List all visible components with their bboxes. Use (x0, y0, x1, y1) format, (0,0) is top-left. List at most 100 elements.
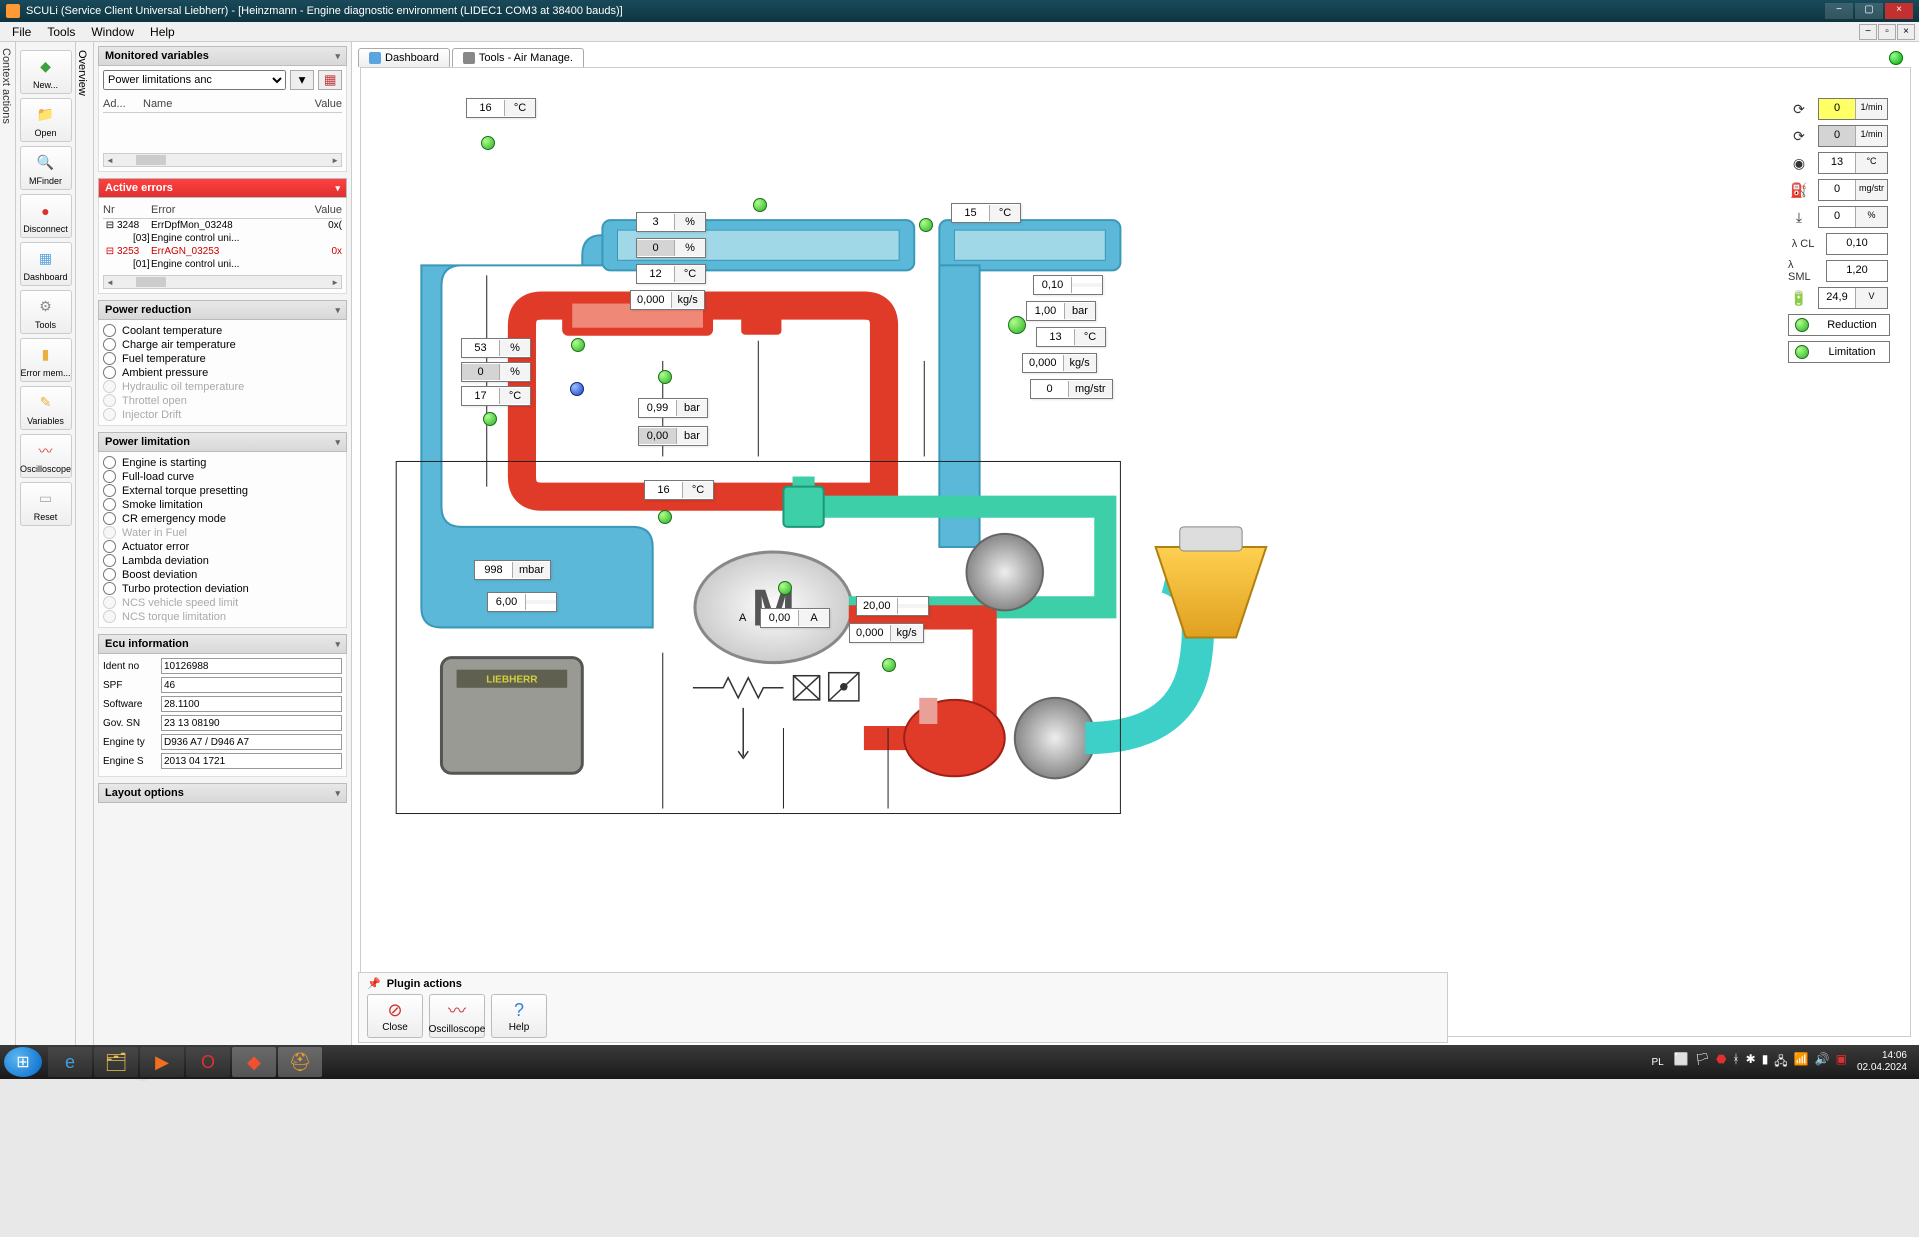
tray-wifi-icon[interactable]: 📶 (1794, 1052, 1809, 1073)
overview-tab[interactable]: Overview (76, 42, 94, 1045)
tray-icon[interactable]: ▮ (1762, 1052, 1769, 1073)
tool-reset[interactable]: ▭Reset (20, 482, 72, 526)
clock[interactable]: 14:06 02.04.2024 (1857, 1050, 1907, 1074)
pin-icon[interactable]: 📌 (367, 977, 381, 990)
menu-window[interactable]: Window (83, 23, 142, 41)
radio-input[interactable] (103, 352, 116, 365)
radio-item[interactable]: Lambda deviation (103, 554, 342, 567)
status-bead (483, 412, 497, 426)
task-sculi-icon[interactable]: ⛑ (278, 1047, 322, 1077)
layout-header[interactable]: Layout options▾ (98, 783, 347, 803)
ecu-field[interactable] (161, 677, 342, 693)
error-row[interactable]: ⊟3248ErrDpfMon_032480x( (103, 219, 342, 232)
menu-help[interactable]: Help (142, 23, 183, 41)
radio-input[interactable] (103, 456, 116, 469)
task-ie-icon[interactable]: e (48, 1047, 92, 1077)
tool-new-[interactable]: ◆New... (20, 50, 72, 94)
restore-button[interactable]: ▢ (1855, 3, 1883, 19)
tray-network-icon[interactable]: 🖧 (1774, 1052, 1787, 1073)
temp-inlet: 16°C (466, 98, 536, 118)
tool-icon: ◆ (34, 55, 58, 79)
tray-shield-icon[interactable]: ⬣ (1716, 1052, 1726, 1073)
radio-item[interactable]: Charge air temperature (103, 338, 342, 351)
plugin-close-button[interactable]: ⊘Close (367, 994, 423, 1038)
radio-item[interactable]: External torque presetting (103, 484, 342, 497)
power-reduction-header[interactable]: Power reduction▾ (98, 300, 347, 320)
task-opera-icon[interactable]: O (186, 1047, 230, 1077)
radio-input[interactable] (103, 484, 116, 497)
tab-air-management[interactable]: Tools - Air Manage. (452, 48, 584, 67)
tray-bluetooth-icon[interactable]: ᚼ (1732, 1052, 1739, 1073)
ecu-field[interactable] (161, 696, 342, 712)
pct-53: 53% (461, 338, 531, 358)
tray-icons[interactable]: ⬜ 🏳 ⬣ ᚼ ✱ ▮ 🖧 📶 🔊 ▣ (1674, 1052, 1847, 1073)
start-button[interactable]: ⊞ (4, 1047, 42, 1077)
monitored-header[interactable]: Monitored variables▾ (98, 46, 347, 66)
task-explorer-icon[interactable]: 🗂 (94, 1047, 138, 1077)
radio-item[interactable]: Actuator error (103, 540, 342, 553)
tray-volume-icon[interactable]: 🔊 (1815, 1052, 1830, 1073)
dropdown-pick-button[interactable]: ▾ (290, 70, 314, 90)
tray-icon[interactable]: ✱ (1746, 1052, 1756, 1073)
tray-flag-icon[interactable]: 🏳 (1695, 1052, 1710, 1073)
task-media-icon[interactable]: ▶ (140, 1047, 184, 1077)
radio-item[interactable]: Coolant temperature (103, 324, 342, 337)
radio-input[interactable] (103, 324, 116, 337)
power-limitation-header[interactable]: Power limitation▾ (98, 432, 347, 452)
tab-dashboard[interactable]: Dashboard (358, 48, 450, 67)
mdi-restore-button[interactable]: ▫ (1878, 24, 1896, 40)
radio-input[interactable] (103, 512, 116, 525)
radio-item[interactable]: Boost deviation (103, 568, 342, 581)
radio-input[interactable] (103, 498, 116, 511)
readout-label: λ CL (1788, 233, 1818, 255)
tool-disconnect[interactable]: ●Disconnect (20, 194, 72, 238)
error-row[interactable]: ⊟3253ErrAGN_032530x (103, 245, 342, 258)
radio-item[interactable]: Full-load curve (103, 470, 342, 483)
status-bead (658, 370, 672, 384)
errors-header[interactable]: Active errors▾ (98, 178, 347, 198)
radio-input[interactable] (103, 568, 116, 581)
tray-icon[interactable]: ⬜ (1674, 1052, 1689, 1073)
radio-item[interactable]: CR emergency mode (103, 512, 342, 525)
radio-item[interactable]: Turbo protection deviation (103, 582, 342, 595)
radio-item[interactable]: Smoke limitation (103, 498, 342, 511)
ecu-field[interactable] (161, 715, 342, 731)
tray-battery-icon[interactable]: ▣ (1836, 1052, 1847, 1073)
ecu-header[interactable]: Ecu information▾ (98, 634, 347, 654)
ecu-field[interactable] (161, 753, 342, 769)
radio-item[interactable]: Ambient pressure (103, 366, 342, 379)
mdi-close-button[interactable]: × (1897, 24, 1915, 40)
tool-variables[interactable]: ✎Variables (20, 386, 72, 430)
plugin-help-button[interactable]: ?Help (491, 994, 547, 1038)
tool-mfinder[interactable]: 🔍MFinder (20, 146, 72, 190)
grid-toggle-button[interactable]: ▦ (318, 70, 342, 90)
tool-error-mem-[interactable]: ▮Error mem... (20, 338, 72, 382)
minimize-button[interactable]: − (1825, 3, 1853, 19)
radio-item[interactable]: Engine is starting (103, 456, 342, 469)
radio-input[interactable] (103, 540, 116, 553)
radio-item[interactable]: Fuel temperature (103, 352, 342, 365)
radio-input[interactable] (103, 470, 116, 483)
tool-open[interactable]: 📁Open (20, 98, 72, 142)
ecu-field[interactable] (161, 734, 342, 750)
close-button[interactable]: × (1885, 3, 1913, 19)
plugin-oscilloscope-button[interactable]: 〰Oscilloscope (429, 994, 485, 1038)
h-scrollbar[interactable] (103, 153, 342, 167)
menu-file[interactable]: File (4, 23, 39, 41)
radio-input[interactable] (103, 582, 116, 595)
h-scrollbar[interactable] (103, 275, 342, 289)
error-row[interactable]: [03]Engine control uni... (103, 232, 342, 245)
tool-dashboard[interactable]: ▦Dashboard (20, 242, 72, 286)
tool-oscilloscope[interactable]: 〰Oscilloscope (20, 434, 72, 478)
ecu-field[interactable] (161, 658, 342, 674)
task-app1-icon[interactable]: ◆ (232, 1047, 276, 1077)
menu-tools[interactable]: Tools (39, 23, 83, 41)
error-row[interactable]: [01]Engine control uni... (103, 258, 342, 271)
lang-indicator[interactable]: PL (1652, 1057, 1664, 1068)
tool-tools[interactable]: ⚙Tools (20, 290, 72, 334)
monitored-dropdown[interactable]: Power limitations anc (103, 70, 286, 90)
mdi-minimize-button[interactable]: − (1859, 24, 1877, 40)
radio-input[interactable] (103, 554, 116, 567)
radio-input[interactable] (103, 338, 116, 351)
radio-input[interactable] (103, 366, 116, 379)
